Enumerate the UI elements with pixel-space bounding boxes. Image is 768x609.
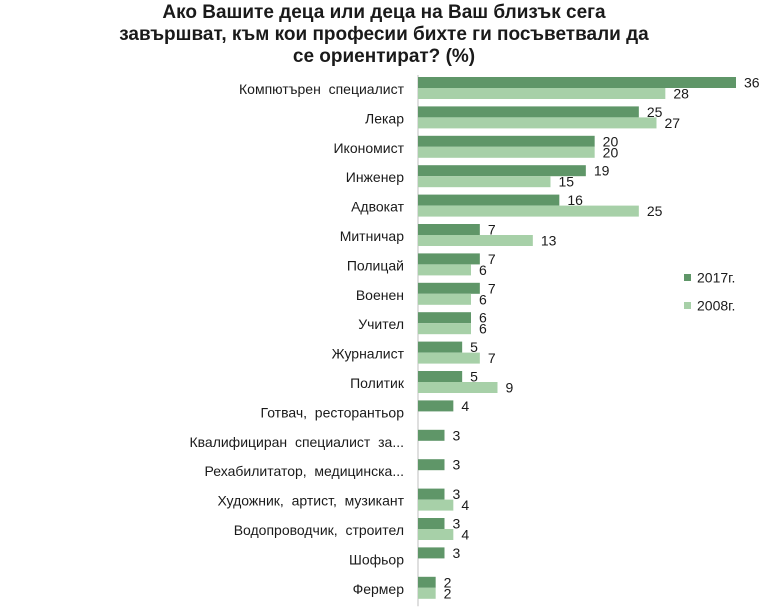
category-label: Политик bbox=[350, 375, 405, 391]
category-label: Фермер bbox=[353, 581, 405, 597]
category-label: Учител bbox=[358, 316, 404, 332]
data-label-2008: 6 bbox=[479, 262, 487, 278]
bar-2017 bbox=[418, 77, 736, 88]
bar-2008 bbox=[418, 499, 454, 511]
data-label-2008: 6 bbox=[479, 321, 487, 337]
data-label-2017: 5 bbox=[470, 339, 478, 355]
data-label-2017: 3 bbox=[453, 516, 461, 532]
data-label-2017: 3 bbox=[453, 545, 461, 561]
bar-2017 bbox=[418, 371, 463, 382]
data-label-2008: 6 bbox=[479, 291, 487, 307]
data-label-2017: 3 bbox=[453, 427, 461, 443]
category-label: Компютърен специалист bbox=[239, 81, 405, 97]
data-label-2008: 15 bbox=[559, 174, 575, 190]
category-label: Лекар bbox=[365, 110, 404, 126]
data-label-2017: 16 bbox=[567, 192, 583, 208]
category-label: Адвокат bbox=[351, 199, 404, 215]
data-label-2008: 27 bbox=[665, 115, 681, 131]
bar-2008 bbox=[418, 146, 595, 158]
bar-2008 bbox=[418, 235, 533, 246]
data-label-2017: 19 bbox=[594, 163, 610, 179]
bar-2017 bbox=[418, 194, 560, 206]
bar-2008 bbox=[418, 293, 471, 305]
category-label: Художник, артист, музикант bbox=[218, 493, 405, 509]
category-label: Рехабилитатор, медицинска... bbox=[205, 463, 404, 479]
data-label-2017: 36 bbox=[744, 75, 760, 91]
legend-item-2008: 2008г. bbox=[684, 296, 735, 314]
bar-2017 bbox=[418, 224, 480, 235]
data-label-2017: 2 bbox=[444, 574, 452, 590]
data-label-2017: 25 bbox=[647, 104, 663, 120]
bar-2017 bbox=[418, 341, 463, 353]
title-line-1: Ако Вашите деца или деца на Ваш близък с… bbox=[162, 2, 606, 23]
bar-2008 bbox=[418, 529, 454, 540]
data-label-2017: 6 bbox=[479, 310, 487, 326]
data-label-2017: 3 bbox=[453, 457, 461, 473]
bar-2017 bbox=[418, 459, 445, 471]
data-label-2017: 7 bbox=[488, 251, 496, 267]
data-label-2008: 13 bbox=[541, 233, 557, 249]
bar-2017 bbox=[418, 282, 480, 294]
category-label: Готвач, ресторантьор bbox=[261, 404, 405, 420]
data-label-2017: 7 bbox=[488, 222, 496, 238]
legend-swatch-2017 bbox=[684, 273, 691, 281]
bar-2017 bbox=[418, 576, 436, 588]
legend-label-2017: 2017г. bbox=[697, 269, 736, 286]
category-label: Митничар bbox=[340, 228, 405, 244]
bar-2017 bbox=[418, 165, 586, 177]
data-label-2017: 5 bbox=[470, 369, 478, 385]
category-label: Полицай bbox=[347, 257, 404, 273]
chart-title: Ако Вашите деца или деца на Ваш близък с… bbox=[0, 0, 768, 70]
data-label-2017: 3 bbox=[453, 486, 461, 502]
bar-2008 bbox=[418, 205, 639, 217]
bar-2017 bbox=[418, 429, 445, 441]
data-label-2008: 4 bbox=[461, 527, 469, 543]
bar-2008 bbox=[418, 323, 471, 335]
data-label-2017: 20 bbox=[603, 133, 619, 149]
legend-item-2017: 2017г. bbox=[684, 268, 735, 286]
category-label: Инженер bbox=[346, 169, 404, 185]
bar-2008 bbox=[418, 88, 666, 99]
bar-2017 bbox=[418, 518, 445, 529]
data-label-2008: 7 bbox=[488, 350, 496, 366]
data-label-2008: 25 bbox=[647, 203, 663, 219]
bar-2008 bbox=[418, 176, 551, 188]
category-label: Шофьор bbox=[349, 551, 404, 567]
bar-2008 bbox=[418, 587, 436, 599]
bar-2008 bbox=[418, 264, 471, 276]
data-label-2008: 2 bbox=[444, 585, 452, 601]
category-label: Водопроводчик, строител bbox=[234, 522, 404, 538]
data-label-2008: 20 bbox=[603, 144, 619, 160]
category-label: Квалифициран специалист за... bbox=[189, 434, 404, 450]
bar-2017 bbox=[418, 312, 471, 324]
category-label: Журналист bbox=[332, 346, 405, 362]
bar-2008 bbox=[418, 117, 657, 129]
bar-2017 bbox=[418, 135, 595, 147]
title-line-2: завършват, към кои професии бихте ги пос… bbox=[119, 24, 649, 45]
data-label-2008: 9 bbox=[506, 380, 514, 396]
title-line-3: се ориентират? (%) bbox=[292, 46, 476, 67]
category-label: Военен bbox=[356, 287, 404, 303]
bar-2008 bbox=[418, 382, 498, 393]
data-label-2008: 28 bbox=[673, 86, 689, 102]
bar-2017 bbox=[418, 547, 445, 559]
bar-2008 bbox=[418, 352, 480, 364]
bar-2017 bbox=[418, 488, 445, 500]
data-label-2008: 4 bbox=[461, 497, 469, 513]
data-label-2017: 4 bbox=[461, 398, 469, 414]
data-label-2017: 7 bbox=[488, 280, 496, 296]
legend-swatch-2008 bbox=[684, 301, 691, 309]
bar-2017 bbox=[418, 106, 639, 118]
category-label: Икономист bbox=[333, 140, 404, 156]
bar-2017 bbox=[418, 400, 454, 412]
legend-label-2008: 2008г. bbox=[697, 297, 736, 314]
bar-2017 bbox=[418, 253, 480, 265]
